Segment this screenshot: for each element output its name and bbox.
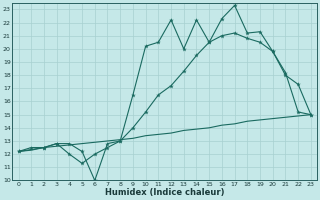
X-axis label: Humidex (Indice chaleur): Humidex (Indice chaleur) xyxy=(105,188,224,197)
